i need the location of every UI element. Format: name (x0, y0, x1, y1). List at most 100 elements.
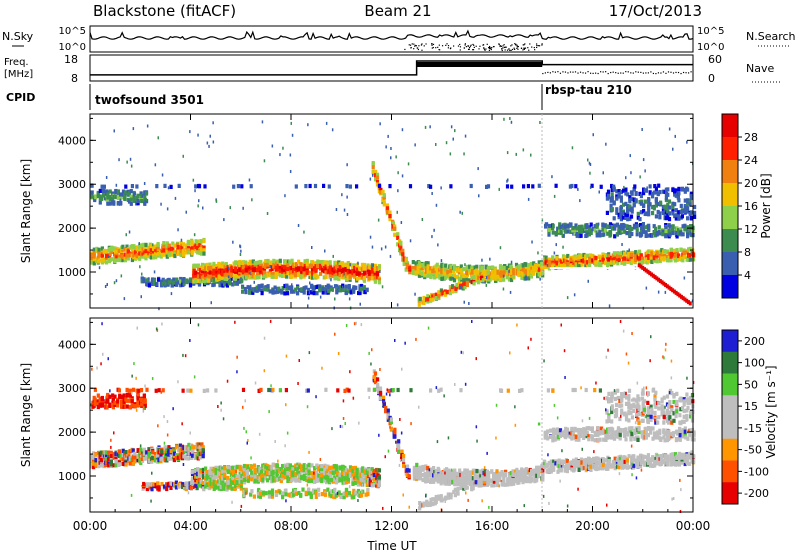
power-cell (537, 263, 541, 268)
velocity-cell (275, 469, 279, 474)
power-cell (677, 186, 681, 191)
power-cell (143, 191, 147, 196)
velocity-cell (191, 449, 195, 454)
power-cell (348, 184, 352, 189)
power-cell (190, 246, 194, 251)
nave-point (584, 72, 587, 74)
power-cell (100, 196, 104, 201)
velocity-cell (157, 485, 161, 490)
power-cell (582, 252, 586, 258)
power-cell (233, 281, 237, 286)
velocity-cell (92, 455, 96, 460)
velocity-cell (310, 463, 314, 468)
velocity-cell (90, 453, 94, 458)
power-cell (631, 252, 635, 257)
power-cell (311, 260, 315, 265)
power-cell (222, 282, 226, 287)
power-cell (108, 189, 112, 194)
power-cell (636, 215, 640, 220)
power-cell (366, 265, 370, 270)
power-cell (621, 210, 626, 215)
power-cell (612, 216, 616, 221)
power-cell (454, 129, 456, 133)
power-cell (424, 261, 428, 266)
power-cell (679, 247, 683, 252)
power-cell (463, 281, 467, 286)
power-cell (278, 273, 282, 278)
power-cell (239, 280, 241, 284)
power-cell (242, 206, 244, 210)
power-cell (272, 271, 276, 276)
power-cell (571, 146, 574, 150)
power-cell (612, 251, 616, 256)
power-cell (385, 145, 387, 149)
velocity-cell (223, 468, 227, 473)
power-cell (677, 216, 681, 221)
velocity-cell (201, 475, 206, 480)
power-cell (431, 294, 435, 299)
power-cell (149, 244, 154, 249)
velocity-cell (99, 463, 104, 468)
velocity-cell (315, 470, 319, 475)
power-cell (539, 277, 541, 281)
power-cell (638, 191, 642, 196)
power-cell (554, 183, 558, 188)
power-cell (601, 222, 605, 227)
power-cell (426, 269, 430, 274)
power-cell (356, 276, 360, 281)
power-cell (455, 275, 459, 280)
velocity-cell (123, 453, 127, 458)
power-cell (253, 268, 257, 273)
power-cell (610, 258, 614, 263)
power-cell (206, 141, 209, 145)
velocity-cell (182, 449, 186, 454)
power-cell (587, 225, 591, 230)
velocity-cell (145, 455, 149, 460)
velocity-cell (163, 453, 167, 458)
power-cell (194, 270, 198, 276)
power-cell (295, 262, 299, 267)
power-cell (623, 251, 627, 256)
power-cell (278, 265, 282, 270)
power-cell (318, 288, 322, 293)
power-cell (652, 190, 656, 195)
velocity-cell (182, 445, 186, 450)
power-cell (115, 254, 119, 259)
velocity-cell (142, 456, 146, 461)
velocity-cell (199, 473, 203, 478)
power-cell (152, 243, 154, 247)
power-cell (188, 277, 193, 282)
nsearch-point (536, 44, 538, 47)
velocity-cell (223, 476, 227, 481)
power-cell (172, 280, 176, 285)
power-cell (683, 276, 686, 280)
velocity-cell (147, 454, 151, 459)
power-cell (194, 273, 198, 278)
velocity-cell (238, 475, 242, 480)
power-colorbar-label: Power [dB] (759, 173, 773, 238)
nsearch-point (423, 45, 425, 47)
nave-point (665, 72, 667, 74)
power-cell (599, 184, 603, 189)
power-cell (164, 281, 168, 286)
power-cell (654, 199, 658, 204)
power-cell (686, 232, 690, 237)
nave-point (675, 71, 677, 74)
nsearch-point (504, 46, 506, 48)
power-cell (241, 260, 245, 265)
nsearch-point (501, 49, 503, 52)
power-cell (332, 254, 334, 258)
velocity-cell (302, 463, 306, 468)
nsearch-point (431, 43, 433, 45)
power-cell (653, 275, 657, 280)
power-cell (388, 214, 392, 219)
power-cell (202, 279, 206, 284)
power-cell (647, 255, 651, 260)
power-cell (484, 280, 486, 284)
power-cell (468, 264, 472, 269)
power-cell (607, 257, 611, 262)
power-cell (475, 268, 479, 273)
power-cell (190, 242, 194, 248)
power-cell (287, 285, 292, 290)
power-cell (661, 229, 665, 234)
